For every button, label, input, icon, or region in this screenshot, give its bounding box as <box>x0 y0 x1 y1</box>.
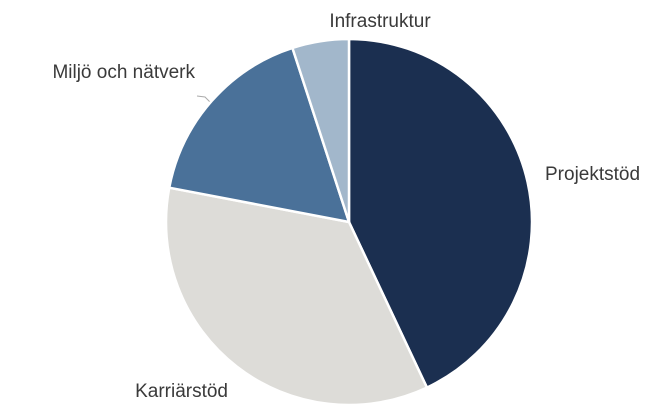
pie-slice <box>291 37 351 224</box>
pie-slice <box>347 37 534 389</box>
leader-line <box>196 95 212 104</box>
pie-slice <box>167 46 351 224</box>
slice-label: Infrastruktur <box>329 11 431 32</box>
slice-label: Projektstöd <box>545 164 640 185</box>
pie-slice <box>164 186 429 406</box>
slice-label: Miljö och nätverk <box>52 62 195 83</box>
slice-label: Karriärstöd <box>135 381 228 402</box>
